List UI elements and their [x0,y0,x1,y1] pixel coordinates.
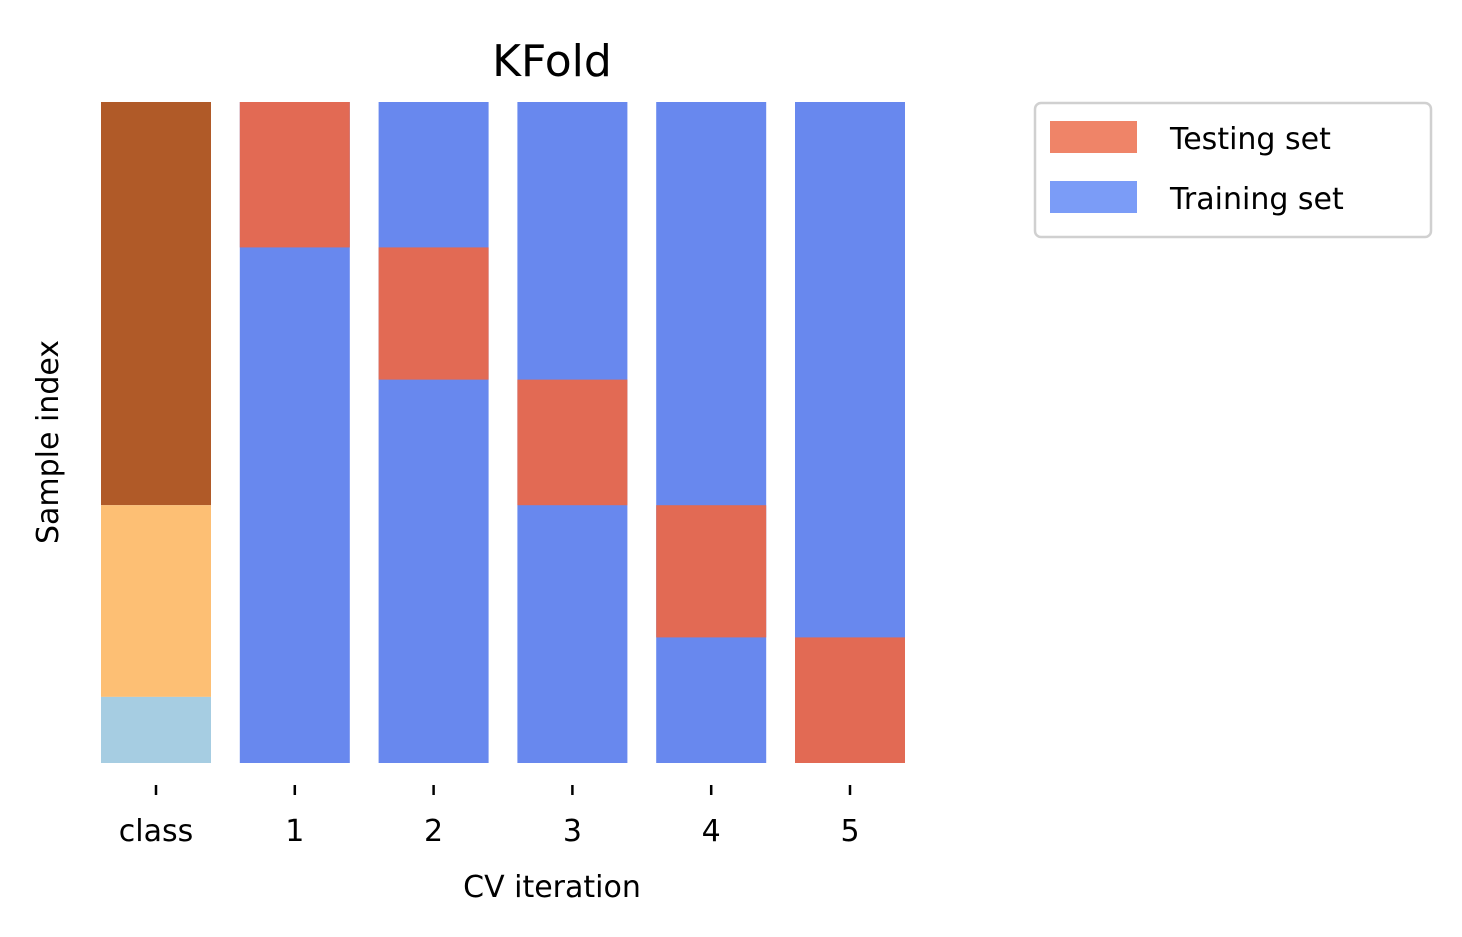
iteration-2-training-bar [378,102,489,763]
iteration-3-testing-segment [517,379,628,506]
y-axis-label: Sample index [31,340,66,544]
class-segment-2 [101,696,211,763]
class-segment-0 [101,102,211,506]
x-tick-label-5: 5 [840,814,859,849]
x-axis-label: CV iteration [463,870,641,905]
chart-title: KFold [492,36,612,87]
legend-swatch-testing [1050,121,1137,153]
class-segment-1 [101,505,211,697]
x-tick-label-1: 1 [285,814,304,849]
x-tick-label-class: class [119,814,193,849]
iteration-2-testing-segment [378,247,489,380]
legend-swatch-training [1050,181,1137,213]
legend-label-training: Training set [1169,182,1344,217]
x-tick-label-3: 3 [563,814,582,849]
x-tick-label-2: 2 [424,814,443,849]
x-tick-label-4: 4 [702,814,721,849]
iteration-4-testing-segment [656,505,767,638]
iteration-5-testing-segment [795,637,905,763]
iteration-1-testing-segment [239,102,350,248]
legend: Testing set Training set [1033,101,1433,239]
iteration-4-training-bar [656,102,767,763]
plot-area [101,102,905,763]
x-axis: class 1 2 3 4 5 [119,785,860,849]
legend-label-testing: Testing set [1169,122,1331,157]
